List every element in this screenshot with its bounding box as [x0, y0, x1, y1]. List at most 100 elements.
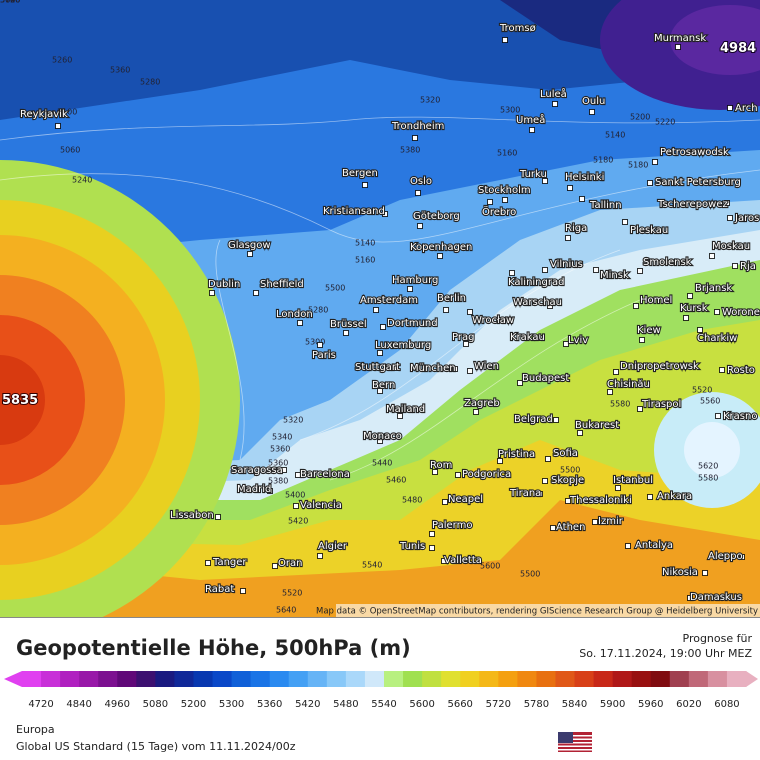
legend-swatch — [345, 671, 366, 687]
city-marker — [240, 588, 246, 594]
city-marker — [281, 467, 287, 473]
low-core — [670, 5, 760, 75]
city-marker — [715, 413, 721, 419]
city-marker — [343, 330, 349, 336]
city-label: Oran — [278, 558, 302, 569]
city-marker — [442, 499, 448, 505]
city-label: Smolensk — [643, 257, 692, 268]
contour-label: 5060 — [60, 146, 80, 155]
city-marker — [441, 558, 447, 564]
city-marker — [452, 366, 458, 372]
city-label: Kristiansand — [323, 206, 385, 217]
city-label: Warschau — [513, 297, 562, 308]
city-label: Tallinn — [589, 200, 622, 211]
city-label: Göteborg — [413, 211, 460, 222]
city-marker — [509, 270, 515, 276]
legend-tick-label: 5480 — [333, 699, 358, 710]
contour-label: 5360 — [270, 445, 290, 454]
legend-tick-label: 6080 — [714, 699, 739, 710]
city-label: München — [410, 363, 456, 374]
city-marker — [622, 219, 628, 225]
contour-label: 5520 — [692, 386, 712, 395]
city-label: Palermo — [432, 520, 472, 531]
city-label: Bern — [372, 380, 395, 391]
city-label: Kopenhagen — [410, 242, 472, 253]
city-label: Jaros — [734, 213, 759, 224]
city-label: Worone — [722, 307, 760, 318]
legend-swatch — [726, 671, 747, 687]
legend-tick-label: 5660 — [447, 699, 472, 710]
city-label: Istanbul — [613, 475, 653, 486]
city-label: Lviv — [568, 335, 588, 346]
legend-swatch — [650, 671, 671, 687]
city-label: Petrosawodsk — [660, 147, 729, 158]
city-marker — [317, 342, 323, 348]
legend-swatch — [193, 671, 214, 687]
legend-swatch — [536, 671, 556, 687]
legend-tick-label: 4840 — [66, 699, 91, 710]
legend-swatch — [403, 671, 423, 687]
city-marker — [553, 417, 559, 423]
city-label: Murmansk — [654, 33, 706, 44]
city-label: Luleå — [540, 87, 567, 100]
city-marker — [487, 199, 493, 205]
legend-swatch — [688, 671, 709, 687]
city-marker — [397, 413, 403, 419]
city-label: Brüssel — [330, 319, 367, 330]
city-label: Tromsø — [499, 23, 536, 34]
city-label: Berlin — [437, 293, 466, 304]
city-label: Sheffield — [260, 279, 304, 290]
city-label: Tscherepowez — [657, 199, 728, 210]
city-label: Glasgow — [228, 240, 271, 251]
city-marker — [412, 135, 418, 141]
city-label: Wrocław — [472, 315, 514, 326]
contour-label: 5380 — [400, 146, 420, 155]
city-marker — [719, 367, 725, 373]
city-marker — [537, 335, 543, 341]
city-marker — [545, 456, 551, 462]
legend-swatch — [498, 671, 518, 687]
city-label: Krasno — [723, 411, 757, 422]
city-label: Vilnius — [550, 259, 583, 270]
city-label: Oslo — [410, 176, 432, 187]
city-marker — [415, 190, 421, 196]
city-label: Bukarest — [575, 420, 619, 431]
city-marker — [377, 350, 383, 356]
contour-label: 5100 — [57, 108, 77, 117]
contour-label: 5680 — [0, 0, 20, 5]
legend-swatch — [479, 671, 499, 687]
city-marker — [297, 320, 303, 326]
legend-swatch — [460, 671, 480, 687]
region: Europa — [16, 723, 55, 736]
city-marker — [647, 494, 653, 500]
legend-tick-label: 5420 — [295, 699, 320, 710]
city-marker — [317, 553, 323, 559]
city-marker — [362, 182, 368, 188]
city-label: Dortmund — [387, 318, 438, 329]
city-marker — [547, 303, 553, 309]
city-label: Rom — [430, 460, 452, 471]
forecast-label: Prognose für — [683, 632, 753, 645]
title: Geopotentielle Höhe, 500hPa (m) — [16, 636, 411, 660]
city-marker — [437, 253, 443, 259]
city-marker — [295, 472, 301, 478]
legend-tick-label: 5600 — [409, 699, 434, 710]
contour-label: 5200 — [630, 113, 650, 122]
legend-tick-label: 5900 — [600, 699, 625, 710]
city-marker — [709, 253, 715, 259]
legend-swatch — [231, 671, 252, 687]
city-marker — [589, 109, 595, 115]
city-label: Paris — [312, 350, 336, 361]
legend-swatch — [155, 671, 175, 687]
city-marker — [537, 491, 543, 497]
city-marker — [529, 127, 535, 133]
city-marker — [732, 263, 738, 269]
legend-swatch — [307, 671, 328, 687]
city-marker — [215, 514, 221, 520]
city-label: Izmir — [598, 516, 624, 527]
city-label: Podgorica — [462, 469, 511, 480]
city-marker — [429, 545, 435, 551]
city-marker — [563, 341, 569, 347]
city-label: London — [276, 309, 313, 320]
